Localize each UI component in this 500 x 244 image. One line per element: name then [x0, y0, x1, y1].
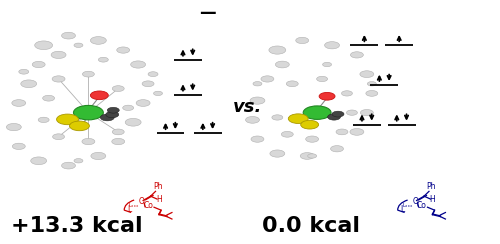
Circle shape — [250, 97, 265, 104]
Text: —: — — [200, 4, 216, 22]
Circle shape — [269, 46, 286, 54]
Circle shape — [32, 61, 45, 68]
Circle shape — [52, 76, 65, 82]
Circle shape — [100, 114, 114, 121]
Circle shape — [74, 43, 83, 47]
Circle shape — [288, 114, 308, 123]
Circle shape — [350, 52, 364, 58]
Circle shape — [62, 162, 76, 169]
Circle shape — [282, 132, 294, 137]
Circle shape — [70, 121, 89, 131]
Circle shape — [6, 123, 22, 131]
Circle shape — [12, 143, 26, 150]
Text: 0.0 kcal: 0.0 kcal — [262, 216, 360, 236]
Circle shape — [34, 41, 52, 50]
Text: L: L — [127, 205, 132, 214]
Circle shape — [316, 76, 328, 81]
Text: O: O — [412, 197, 418, 206]
Circle shape — [336, 129, 348, 135]
Text: +13.3 kcal: +13.3 kcal — [12, 216, 143, 236]
Circle shape — [116, 47, 130, 53]
Circle shape — [90, 91, 108, 100]
Circle shape — [148, 72, 158, 77]
Circle shape — [154, 91, 162, 96]
Circle shape — [366, 91, 378, 96]
Circle shape — [261, 76, 274, 82]
Text: Co: Co — [143, 201, 153, 210]
Circle shape — [112, 86, 124, 92]
Circle shape — [360, 71, 374, 78]
Circle shape — [98, 57, 108, 62]
Circle shape — [360, 110, 374, 116]
Circle shape — [276, 61, 289, 68]
Circle shape — [56, 114, 78, 125]
Text: Lₓₓₓ: Lₓₓₓ — [402, 203, 413, 208]
Circle shape — [253, 81, 262, 86]
Text: L: L — [400, 205, 405, 214]
Circle shape — [308, 154, 316, 158]
Circle shape — [74, 105, 104, 120]
Circle shape — [12, 100, 26, 106]
Circle shape — [19, 69, 28, 74]
Circle shape — [42, 95, 54, 101]
Circle shape — [90, 37, 106, 44]
Circle shape — [272, 115, 283, 120]
Circle shape — [30, 157, 46, 165]
Circle shape — [300, 120, 318, 129]
Circle shape — [82, 138, 95, 145]
Text: O: O — [138, 197, 144, 206]
Circle shape — [82, 71, 94, 77]
Circle shape — [324, 42, 340, 49]
Circle shape — [306, 136, 318, 142]
Text: H: H — [156, 194, 162, 203]
Circle shape — [112, 129, 124, 135]
Circle shape — [328, 114, 340, 120]
Text: vs.: vs. — [233, 98, 262, 116]
Circle shape — [246, 116, 260, 123]
Circle shape — [286, 81, 298, 87]
Circle shape — [303, 106, 331, 119]
Circle shape — [332, 111, 344, 117]
Circle shape — [342, 91, 352, 96]
Circle shape — [62, 32, 76, 39]
Circle shape — [330, 146, 344, 152]
Text: Co: Co — [416, 201, 426, 210]
Circle shape — [322, 62, 332, 67]
Circle shape — [136, 100, 150, 106]
Circle shape — [122, 105, 134, 111]
Circle shape — [300, 152, 314, 159]
Circle shape — [52, 134, 64, 140]
Circle shape — [38, 117, 49, 122]
Circle shape — [142, 81, 154, 87]
Circle shape — [350, 129, 364, 135]
Circle shape — [346, 110, 358, 115]
Circle shape — [108, 107, 119, 113]
Text: H: H — [430, 194, 436, 203]
Circle shape — [251, 136, 264, 142]
Circle shape — [125, 118, 141, 126]
Text: Lₓₓₓ: Lₓₓₓ — [129, 203, 140, 208]
Circle shape — [74, 159, 83, 163]
Circle shape — [21, 80, 36, 88]
Circle shape — [91, 152, 106, 160]
Circle shape — [130, 61, 146, 68]
Circle shape — [368, 81, 376, 86]
Circle shape — [319, 92, 335, 100]
Text: Ph: Ph — [154, 182, 163, 191]
Circle shape — [112, 138, 124, 145]
Text: Ph: Ph — [426, 182, 436, 191]
Circle shape — [51, 51, 66, 59]
Circle shape — [296, 37, 308, 44]
Circle shape — [270, 150, 285, 157]
Circle shape — [106, 112, 118, 118]
